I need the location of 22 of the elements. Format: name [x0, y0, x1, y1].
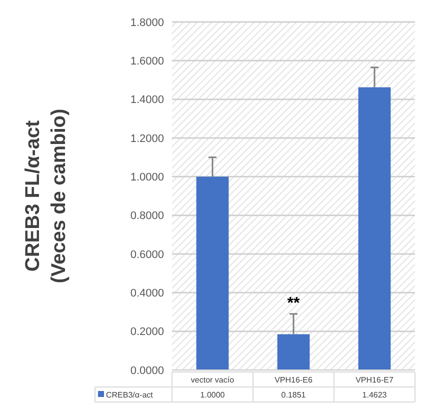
- y-tick-label: 0.4000: [130, 288, 164, 300]
- annotation: **: [287, 294, 300, 312]
- y-tick-label: 0.0000: [130, 364, 164, 377]
- y-tick-label: 0.2000: [130, 326, 164, 338]
- y-tick-label: 1.2000: [130, 132, 164, 145]
- data-label: 1.0000: [200, 390, 226, 400]
- data-label: 0.1851: [281, 390, 306, 400]
- data-label: 1.4623: [362, 390, 388, 400]
- y-tick-label: 0.8000: [130, 210, 164, 222]
- y-tick-label: 0.6000: [130, 248, 164, 261]
- legend-label: CREB3/α-act: [106, 390, 154, 400]
- x-tick-label: VPH16-E7: [356, 375, 394, 384]
- bar: [196, 176, 229, 370]
- y-tick-label: 1.4000: [130, 94, 164, 106]
- y-tick-label: 1.8000: [130, 16, 164, 29]
- x-tick-label: VPH16-E6: [274, 375, 313, 384]
- x-tick-label: vector vacío: [190, 375, 235, 384]
- y-axis-title: CREB3 FL/α-act (Veces de cambio): [22, 108, 70, 284]
- bar: [358, 87, 391, 370]
- y-tick-label: 1.6000: [130, 56, 164, 68]
- bar: [277, 334, 310, 370]
- y-tick-label: 1.0000: [130, 172, 164, 184]
